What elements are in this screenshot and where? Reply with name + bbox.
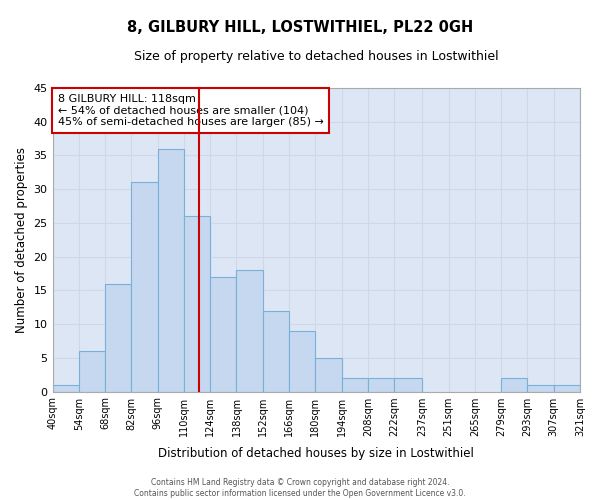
Text: 8, GILBURY HILL, LOSTWITHIEL, PL22 0GH: 8, GILBURY HILL, LOSTWITHIEL, PL22 0GH: [127, 20, 473, 35]
Bar: [263, 310, 289, 392]
Bar: [105, 284, 131, 392]
Y-axis label: Number of detached properties: Number of detached properties: [15, 146, 28, 332]
Title: Size of property relative to detached houses in Lostwithiel: Size of property relative to detached ho…: [134, 50, 499, 63]
Bar: [527, 385, 554, 392]
Text: Contains HM Land Registry data © Crown copyright and database right 2024.
Contai: Contains HM Land Registry data © Crown c…: [134, 478, 466, 498]
Bar: [184, 216, 210, 392]
Bar: [210, 277, 236, 392]
Text: 8 GILBURY HILL: 118sqm
← 54% of detached houses are smaller (104)
45% of semi-de: 8 GILBURY HILL: 118sqm ← 54% of detached…: [58, 94, 323, 127]
Bar: [131, 182, 158, 392]
Bar: [289, 331, 316, 392]
Bar: [53, 385, 79, 392]
Bar: [554, 385, 580, 392]
Bar: [79, 351, 105, 392]
Bar: [316, 358, 341, 392]
X-axis label: Distribution of detached houses by size in Lostwithiel: Distribution of detached houses by size …: [158, 447, 474, 460]
Bar: [501, 378, 527, 392]
Bar: [368, 378, 394, 392]
Bar: [236, 270, 263, 392]
Bar: [158, 148, 184, 392]
Bar: [394, 378, 422, 392]
Bar: [341, 378, 368, 392]
